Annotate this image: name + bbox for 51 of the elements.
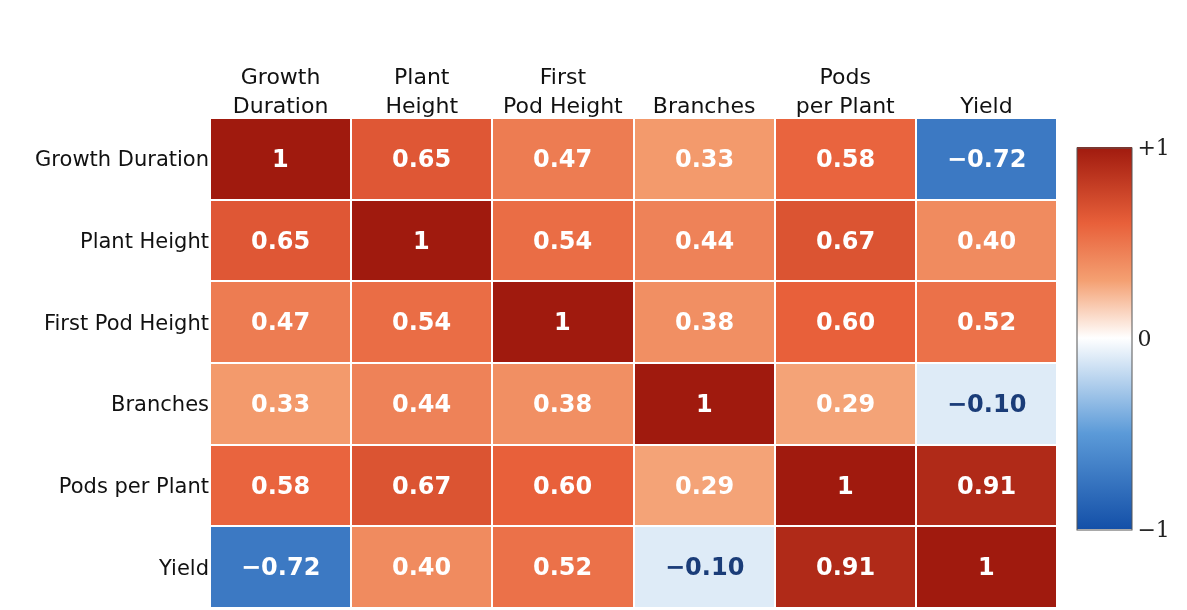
color-bar-label: −1 [1137, 517, 1170, 543]
data-label: −0.72 [947, 145, 1027, 173]
x-tick-label: Plant Height [385, 64, 459, 118]
data-label: 0.38 [675, 308, 735, 336]
y-tick-label: Yield [158, 555, 209, 580]
data-label: 0.67 [816, 227, 876, 255]
data-label: 0.54 [533, 227, 593, 255]
data-label: 0.29 [816, 390, 876, 418]
data-label: 1 [272, 145, 289, 173]
data-label: 0.65 [392, 145, 452, 173]
data-label: 0.91 [816, 553, 876, 581]
x-tick-label: Pods per Plant [795, 64, 896, 118]
data-label: −0.10 [947, 390, 1027, 418]
data-label: 0.38 [533, 390, 593, 418]
data-label: −0.10 [665, 553, 745, 581]
x-tick-label: Branches [652, 92, 756, 118]
x-tick-label: Yield [959, 92, 1013, 118]
data-label: 0.33 [251, 390, 311, 418]
data-label: 0.52 [957, 308, 1017, 336]
data-label: 0.67 [392, 472, 452, 500]
y-tick-label: First Pod Height [43, 310, 209, 335]
data-label: 0.58 [816, 145, 876, 173]
color-bar-label: +1 [1137, 135, 1170, 161]
data-label: 0.40 [957, 227, 1017, 255]
y-tick-label: Growth Duration [35, 147, 209, 172]
data-label: 0.60 [533, 472, 593, 500]
y-tick-label: Branches [111, 392, 209, 417]
data-label: 0.44 [392, 390, 452, 418]
data-label: 0.40 [392, 553, 452, 581]
data-label: −0.72 [241, 553, 321, 581]
x-tick-label: First Pod Height [503, 64, 624, 118]
data-label: 1 [696, 390, 713, 418]
data-label: 0.33 [675, 145, 735, 173]
data-label: 0.91 [957, 472, 1017, 500]
data-label: 0.47 [251, 308, 311, 336]
data-label: 0.54 [392, 308, 452, 336]
color-bar-label: 0 [1137, 326, 1152, 352]
data-label: 0.29 [675, 472, 735, 500]
data-label: 1 [554, 308, 571, 336]
data-label: 0.58 [251, 472, 311, 500]
data-label: 0.47 [533, 145, 593, 173]
data-label: 0.65 [251, 227, 311, 255]
data-label: 0.52 [533, 553, 593, 581]
data-label: 1 [978, 553, 995, 581]
y-tick-label: Pods per Plant [58, 473, 209, 498]
x-tick-label: Growth Duration [232, 64, 329, 118]
y-tick-label: Plant Height [79, 228, 209, 253]
data-label: 1 [413, 227, 430, 255]
data-label: 0.44 [675, 227, 735, 255]
data-label: 1 [837, 472, 854, 500]
data-label: 0.60 [816, 308, 876, 336]
